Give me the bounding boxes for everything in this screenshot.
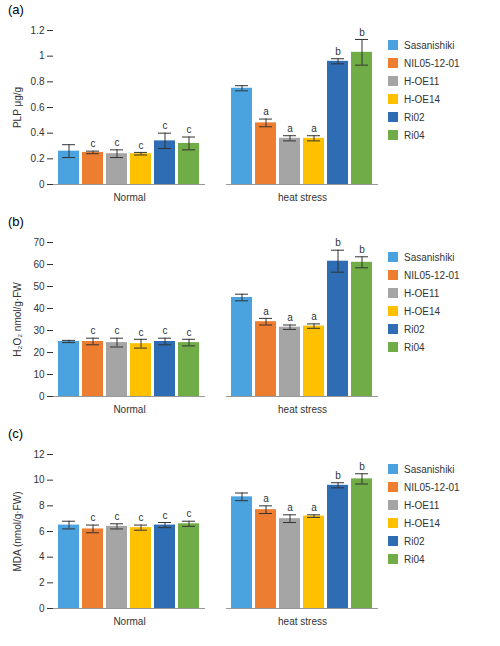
svg-text:heat stress: heat stress — [278, 192, 327, 203]
svg-text:0.8: 0.8 — [31, 76, 45, 87]
svg-text:50: 50 — [33, 281, 45, 292]
html-text:(a): (a) — [8, 2, 24, 17]
svg-text:Normal: Normal — [113, 616, 145, 627]
svg-text:a: a — [311, 123, 317, 134]
svg-text:a: a — [263, 306, 269, 317]
html-text:NIL05-12-01: NIL05-12-01 — [404, 269, 460, 281]
svg-text:c: c — [163, 510, 168, 521]
svg-text:10: 10 — [33, 474, 45, 485]
svg-text:b: b — [335, 46, 341, 57]
svg-text:PLP μg/g: PLP μg/g — [12, 87, 23, 128]
svg-text:MDA (nmol/g·FW): MDA (nmol/g·FW) — [12, 492, 23, 572]
svg-text:c: c — [91, 325, 96, 336]
html-text:H-OE11: H-OE11 — [404, 75, 440, 87]
svg-text:c: c — [139, 327, 144, 338]
svg-text:c: c — [91, 512, 96, 523]
svg-text:0.4: 0.4 — [31, 127, 45, 138]
html-text:Sasanishiki: Sasanishiki — [404, 463, 455, 475]
svg-text:6: 6 — [39, 526, 45, 537]
svg-text:a: a — [287, 123, 293, 134]
svg-text:c: c — [187, 508, 192, 519]
svg-text:8: 8 — [39, 500, 45, 511]
html-text:H-OE11: H-OE11 — [404, 499, 440, 511]
svg-text:b: b — [359, 461, 365, 472]
svg-text:0: 0 — [39, 603, 45, 614]
svg-text:c: c — [163, 325, 168, 336]
svg-text:b: b — [335, 470, 341, 481]
svg-text:a: a — [287, 502, 293, 513]
svg-text:0: 0 — [39, 179, 45, 190]
html-text:H-OE14: H-OE14 — [404, 93, 441, 105]
html-text:Ri02: Ri02 — [404, 323, 425, 335]
html-text:Sasanishiki: Sasanishiki — [404, 39, 455, 51]
html-text:H-OE14: H-OE14 — [404, 517, 441, 529]
svg-text:20: 20 — [33, 347, 45, 358]
svg-text:c: c — [163, 120, 168, 131]
svg-text:b: b — [335, 237, 341, 248]
svg-text:Normal: Normal — [113, 192, 145, 203]
svg-text:12: 12 — [33, 449, 45, 460]
html-text:H-OE11: H-OE11 — [404, 287, 440, 299]
svg-text:1: 1 — [39, 50, 45, 61]
svg-text:70: 70 — [33, 237, 45, 248]
html-text:Ri04: Ri04 — [404, 553, 425, 565]
svg-text:4: 4 — [39, 551, 45, 562]
svg-text:1.2: 1.2 — [31, 25, 45, 36]
svg-text:b: b — [359, 244, 365, 255]
svg-text:Normal: Normal — [113, 404, 145, 415]
svg-text:30: 30 — [33, 325, 45, 336]
svg-text:c: c — [139, 140, 144, 151]
html-text:Ri04: Ri04 — [404, 341, 425, 353]
html-text:Ri02: Ri02 — [404, 535, 425, 547]
svg-text:c: c — [187, 124, 192, 135]
svg-text:a: a — [263, 106, 269, 117]
svg-text:c: c — [115, 325, 120, 336]
svg-text:10: 10 — [33, 369, 45, 380]
svg-text:2: 2 — [39, 577, 45, 588]
svg-text:a: a — [311, 502, 317, 513]
svg-text:a: a — [311, 311, 317, 322]
svg-text:a: a — [263, 493, 269, 504]
svg-text:c: c — [187, 327, 192, 338]
svg-text:0: 0 — [39, 391, 45, 402]
svg-text:a: a — [287, 312, 293, 323]
svg-text:60: 60 — [33, 259, 45, 270]
html-text:Ri02: Ri02 — [404, 111, 425, 123]
html-text:NIL05-12-01: NIL05-12-01 — [404, 481, 460, 493]
svg-text:heat stress: heat stress — [278, 404, 327, 415]
html-text:Ri04: Ri04 — [404, 129, 425, 141]
svg-text:0.2: 0.2 — [31, 153, 45, 164]
html-text:H-OE14: H-OE14 — [404, 305, 441, 317]
svg-text:H₂O₂ nmol/g·FW: H₂O₂ nmol/g·FW — [12, 282, 23, 357]
html-text:(c): (c) — [8, 426, 24, 441]
html-text:Sasanishiki: Sasanishiki — [404, 251, 455, 263]
svg-text:b: b — [359, 27, 365, 38]
svg-text:c: c — [115, 511, 120, 522]
svg-text:0.6: 0.6 — [31, 102, 45, 113]
html-text:NIL05-12-01: NIL05-12-01 — [404, 57, 460, 69]
svg-text:c: c — [91, 138, 96, 149]
svg-text:heat stress: heat stress — [278, 616, 327, 627]
html-text:(b): (b) — [8, 214, 24, 229]
svg-text:40: 40 — [33, 303, 45, 314]
svg-text:c: c — [139, 512, 144, 523]
svg-text:c: c — [115, 137, 120, 148]
